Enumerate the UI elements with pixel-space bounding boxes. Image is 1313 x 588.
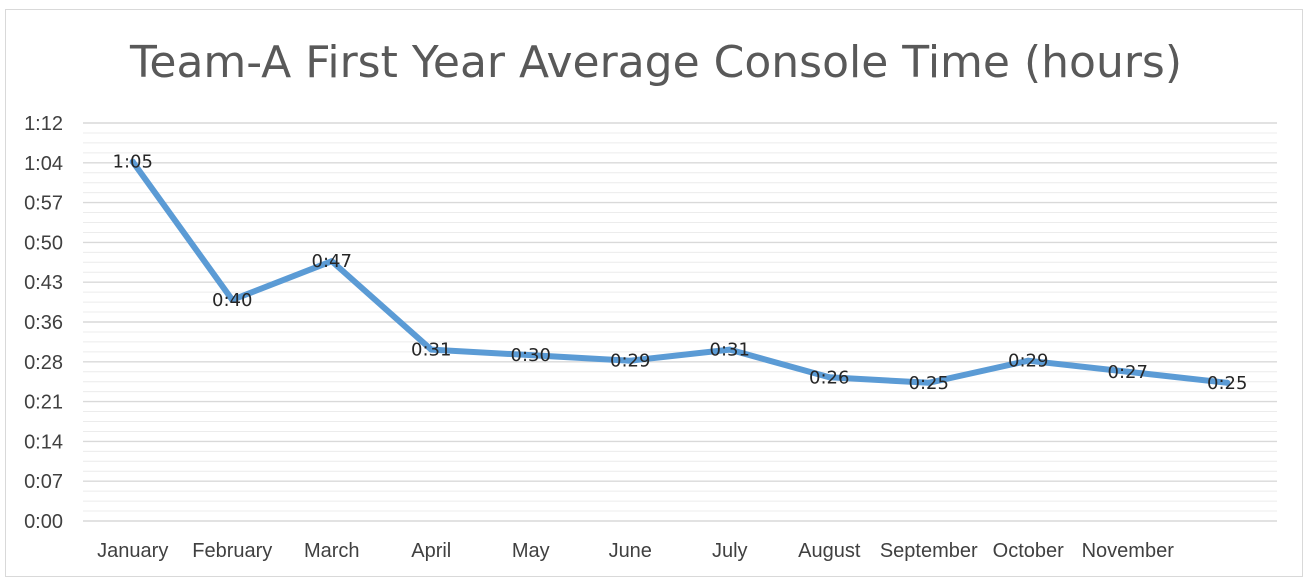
y-tick-label: 0:43: [24, 272, 63, 294]
data-label: 0:31: [710, 340, 750, 361]
x-tick-label: April: [411, 540, 451, 562]
data-label: 1:05: [113, 152, 153, 173]
data-label: 0:25: [909, 373, 949, 394]
y-tick-label: 0:00: [24, 511, 63, 533]
data-label: 0:30: [511, 345, 551, 366]
y-tick-label: 0:14: [24, 431, 63, 453]
data-label: 0:26: [809, 367, 849, 388]
data-point: [726, 346, 733, 353]
y-tick-label: 0:36: [24, 312, 63, 334]
data-label: 0:40: [212, 290, 252, 311]
x-axis-ticks: January February March April May June July Augu…: [97, 540, 1174, 562]
chart-title: Team-A First Year Average Console Time (…: [129, 37, 1182, 88]
data-point: [826, 374, 833, 381]
x-tick-label: June: [609, 540, 652, 562]
data-label: 0:31: [411, 340, 451, 361]
data-label: 0:47: [312, 251, 352, 272]
x-tick-label: February: [192, 540, 272, 562]
data-label: 0:27: [1108, 362, 1148, 383]
y-axis-ticks: 0:00 0:07 0:14 0:21 0:28 0:36 0:43 0:50 0:57 1:04…: [24, 113, 63, 533]
y-tick-label: 0:07: [24, 471, 63, 493]
chart-frame: [5, 9, 1303, 577]
data-label-layer: 1:05 0:40 0:47 0:31 0:30 0:29 0:31 0:26 0:25 0:29…: [113, 152, 1248, 394]
data-label: 0:29: [1008, 351, 1048, 372]
data-label: 0:25: [1207, 373, 1247, 394]
x-tick-label: September: [880, 540, 978, 562]
data-point: [129, 158, 136, 165]
x-tick-label: January: [97, 540, 168, 562]
x-tick-label: August: [798, 540, 861, 562]
data-label: 0:29: [610, 351, 650, 372]
data-point: [1224, 379, 1231, 386]
y-tick-label: 1:04: [24, 153, 63, 175]
y-tick-label: 0:50: [24, 232, 63, 254]
x-tick-label: November: [1082, 540, 1175, 562]
data-point: [428, 346, 435, 353]
data-point: [527, 352, 534, 359]
series-line-layer: [129, 158, 1231, 386]
data-point: [1124, 368, 1131, 375]
y-tick-label: 0:57: [24, 193, 63, 215]
data-point: [1025, 357, 1032, 364]
x-tick-label: July: [712, 540, 748, 562]
y-tick-label: 0:28: [24, 352, 63, 374]
x-tick-label: May: [512, 540, 550, 562]
x-tick-label: March: [304, 540, 360, 562]
series-line: [129, 158, 1231, 386]
y-tick-label: 0:21: [24, 392, 63, 414]
data-point: [328, 258, 335, 265]
data-point: [925, 379, 932, 386]
data-point: [627, 357, 634, 364]
y-tick-label: 1:12: [24, 113, 63, 135]
data-point: [229, 296, 236, 303]
gridlines: [83, 122, 1277, 522]
x-tick-label: October: [993, 540, 1064, 562]
